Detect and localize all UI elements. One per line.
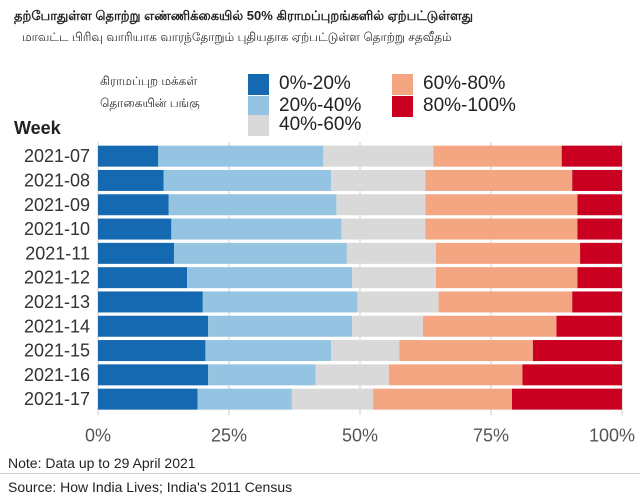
- chart-title: தற்போதுள்ள தொற்று எண்ணிக்கையில் 50% கிரா…: [14, 8, 474, 23]
- legend-label-0-20: 0%-20%: [279, 73, 351, 94]
- legend-title-line-1: கிராமப்புற மக்கள்: [100, 74, 198, 88]
- legend-item-40-60: 40%-60%: [248, 113, 361, 137]
- x-tick-label: 100%: [589, 425, 635, 445]
- y-tick-label: 2021-16: [24, 365, 90, 385]
- legend-swatch-20-40: [248, 95, 269, 117]
- bar-segment-2021-08-1: [98, 169, 164, 191]
- bar-segment-2021-16-3: [315, 364, 389, 386]
- legend-title-line-2: தொகையின் பங்கு: [100, 96, 200, 110]
- bar-segment-2021-16-1: [98, 364, 209, 386]
- bar-segment-2021-17-3: [291, 388, 374, 410]
- bar-segment-2021-14-3: [352, 315, 423, 337]
- y-tick-label: 2021-14: [24, 316, 90, 336]
- bar-segment-2021-09-3: [336, 194, 426, 216]
- bar-segment-2021-17-4: [373, 388, 512, 410]
- bar-segment-2021-11-2: [173, 242, 347, 264]
- y-tick-label: 2021-17: [24, 389, 90, 409]
- bar-segment-2021-14-2: [208, 315, 353, 337]
- y-axis-label: Week: [14, 118, 61, 138]
- bar-segment-2021-15-4: [399, 340, 533, 362]
- y-tick-label: 2021-11: [25, 243, 90, 263]
- y-tick-label: 2021-09: [24, 195, 90, 215]
- legend-swatch-60-80: [392, 73, 413, 95]
- bar-segment-2021-10-5: [577, 218, 622, 240]
- y-tick-label: 2021-15: [24, 341, 90, 361]
- x-tick-label: 25%: [211, 425, 247, 445]
- bar-segment-2021-11-3: [346, 242, 436, 264]
- y-tick-label: 2021-12: [24, 268, 90, 288]
- y-tick-label: 2021-08: [24, 170, 90, 190]
- bar-segment-2021-14-1: [98, 315, 209, 337]
- legend-item-0-20: 0%-20%: [248, 72, 351, 96]
- bar-segment-2021-07-1: [98, 145, 159, 167]
- bar-segment-2021-13-4: [438, 291, 573, 313]
- y-tick-label: 2021-07: [24, 146, 90, 166]
- bar-segment-2021-07-4: [433, 145, 562, 167]
- bar-segment-2021-15-2: [205, 340, 332, 362]
- y-tick-label: 2021-10: [24, 219, 90, 239]
- legend-item-60-80: 60%-80%: [392, 72, 505, 96]
- bar-segment-2021-10-1: [98, 218, 172, 240]
- legend-swatch-80-100: [392, 95, 413, 117]
- bar-segment-2021-08-4: [425, 169, 573, 191]
- bar-segment-2021-14-5: [556, 315, 622, 337]
- bar-segment-2021-13-3: [357, 291, 439, 313]
- bar-segment-2021-09-1: [98, 194, 169, 216]
- legend-item-20-40: 20%-40%: [248, 94, 361, 118]
- y-tick-label: 2021-13: [24, 292, 90, 312]
- bar-segment-2021-10-4: [425, 218, 578, 240]
- bar-segment-2021-07-3: [323, 145, 434, 167]
- bar-segment-2021-17-1: [98, 388, 198, 410]
- bar-segment-2021-10-2: [171, 218, 342, 240]
- bar-segment-2021-07-5: [561, 145, 622, 167]
- bar-segment-2021-09-5: [577, 194, 622, 216]
- chart-note: Note: Data up to 29 April 2021: [8, 455, 196, 471]
- bar-segment-2021-12-4: [435, 267, 578, 289]
- legend-label-20-40: 20%-40%: [279, 95, 362, 116]
- bar-segment-2021-11-1: [98, 242, 174, 264]
- legend-label-80-100: 80%-100%: [423, 95, 516, 116]
- bar-segment-2021-07-2: [158, 145, 324, 167]
- bar-segment-2021-09-4: [425, 194, 578, 216]
- bar-segment-2021-13-1: [98, 291, 203, 313]
- x-tick-label: 75%: [473, 425, 509, 445]
- bar-segment-2021-15-3: [331, 340, 400, 362]
- stacked-bar-chart: 2021-07 2021-08 2021-09 2021-10 2021-11 2021-…: [24, 142, 635, 445]
- bar-segment-2021-16-4: [388, 364, 523, 386]
- bar-segment-2021-17-5: [511, 388, 622, 410]
- bar-segment-2021-08-3: [331, 169, 426, 191]
- legend-swatch-0-20: [248, 73, 269, 95]
- x-tick-label: 0%: [85, 425, 111, 445]
- bar-segment-2021-10-3: [341, 218, 426, 240]
- bar-segment-2021-13-5: [572, 291, 622, 313]
- legend-swatch-40-60: [248, 114, 269, 136]
- chart-source: Source: How India Lives; India's 2011 Ce…: [8, 479, 293, 495]
- bar-segment-2021-12-1: [98, 267, 188, 289]
- legend-label-60-80: 60%-80%: [423, 73, 506, 94]
- bar-segment-2021-11-4: [435, 242, 581, 264]
- bar-segment-2021-12-3: [352, 267, 436, 289]
- x-tick-label: 50%: [342, 425, 378, 445]
- bar-segment-2021-16-2: [208, 364, 316, 386]
- bar-segment-2021-16-5: [522, 364, 622, 386]
- bar-segment-2021-08-2: [163, 169, 332, 191]
- chart-subtitle: மாவட்ட பிரிவு வாரியாக வாரந்தோறும் புதியத…: [22, 30, 452, 44]
- bar-segment-2021-15-5: [532, 340, 622, 362]
- bar-segment-2021-15-1: [98, 340, 206, 362]
- footer-divider: [0, 473, 640, 474]
- bar-segment-2021-13-2: [202, 291, 358, 313]
- bar-segment-2021-09-2: [168, 194, 337, 216]
- bar-segment-2021-17-2: [197, 388, 292, 410]
- bar-segment-2021-14-4: [422, 315, 557, 337]
- legend-label-40-60: 40%-60%: [279, 114, 362, 135]
- legend-item-80-100: 80%-100%: [392, 94, 516, 118]
- bar-segment-2021-11-5: [580, 242, 622, 264]
- bar-segment-2021-12-2: [187, 267, 353, 289]
- bar-segment-2021-12-5: [577, 267, 622, 289]
- bar-segment-2021-08-5: [572, 169, 622, 191]
